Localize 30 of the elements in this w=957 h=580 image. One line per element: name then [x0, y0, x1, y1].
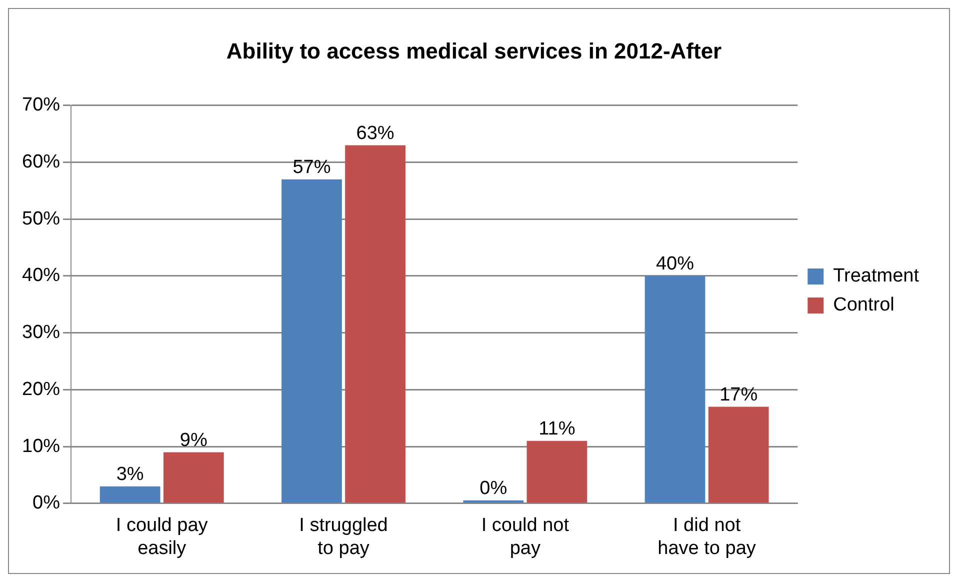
- y-tick-label: 50%: [22, 208, 60, 230]
- data-label: 17%: [720, 384, 758, 406]
- bar: [708, 406, 769, 503]
- y-tick-label: 70%: [22, 94, 60, 116]
- chart-title: Ability to access medical services in 2012-After: [226, 38, 722, 64]
- bar: [163, 452, 224, 503]
- y-tick-label: 20%: [22, 378, 60, 400]
- data-label: 63%: [356, 122, 394, 144]
- bar: [282, 179, 342, 503]
- data-label: 0%: [480, 478, 508, 500]
- y-tick-label: 0%: [32, 492, 60, 514]
- data-label: 3%: [116, 464, 144, 486]
- bar: [100, 486, 160, 503]
- x-tick-label: I struggled to pay: [299, 515, 388, 559]
- legend-label: Treatment: [833, 266, 920, 287]
- data-label: 11%: [538, 418, 576, 440]
- y-tick-label: 30%: [22, 322, 60, 344]
- x-tick-label: I did not have to pay: [658, 515, 756, 559]
- data-label: 57%: [292, 157, 331, 178]
- y-tick-label: 60%: [22, 151, 60, 172]
- data-label: 9%: [180, 430, 208, 451]
- data-label: 40%: [656, 254, 694, 275]
- bar: [644, 276, 706, 503]
- y-tick-label: 40%: [22, 265, 60, 286]
- y-tick-label: 10%: [22, 436, 60, 457]
- x-tick-label: I could pay easily: [116, 515, 208, 559]
- bar: [345, 145, 406, 503]
- x-tick-label: I could not pay: [481, 515, 570, 559]
- legend-label: Control: [833, 294, 894, 316]
- bar: [526, 440, 588, 503]
